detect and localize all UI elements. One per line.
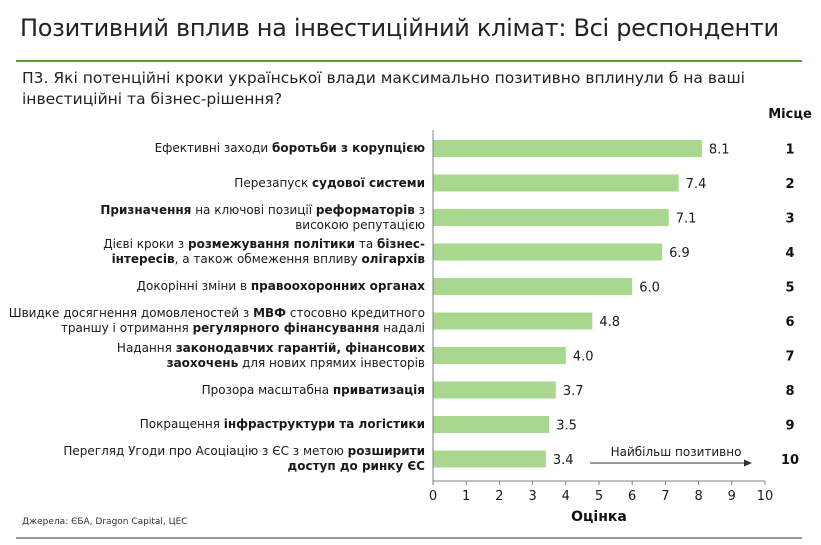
annotation-label: Найбільш позитивно [611,445,742,459]
rank-value: 2 [785,177,794,192]
page-title: Позитивний вплив на інвестиційний клімат… [20,14,779,42]
category-label: Надання законодавчих гарантій, фінансови… [116,340,425,370]
x-tick-label: 7 [661,489,669,504]
x-tick-label: 10 [757,489,774,504]
bar [433,347,566,364]
bottom-divider [16,537,802,539]
x-tick-label: 9 [728,489,736,504]
rank-value: 6 [785,315,794,330]
category-label: Дієві кроки з розмежування політики та б… [103,237,425,266]
bar [433,278,633,295]
category-label: Перезапуск судової системи [234,175,425,190]
rank-value: 7 [785,350,794,365]
bar [433,450,546,468]
bar [433,381,556,399]
value-label: 7.4 [686,177,707,192]
value-label: 7.1 [676,212,697,227]
value-label: 6.9 [669,246,690,261]
category-label: Швидке досягнення домовленостей з МВФ ст… [8,306,425,335]
x-tick-label: 3 [528,489,536,504]
category-label: Докорінні зміни в правоохоронних органах [136,279,425,293]
rank-value: 9 [785,419,794,434]
bar [433,312,593,330]
source-note: Джерела: ЄБА, Dragon Capital, ЦЕС [22,517,188,527]
question-text: П3. Які потенційні кроки української вла… [22,69,745,108]
x-tick-label: 1 [462,489,470,504]
rank-value: 5 [785,281,794,296]
category-label: Призначення на ключові позиції реформато… [100,202,425,232]
annotation-arrow-head [744,459,752,467]
value-label: 3.7 [563,384,584,399]
category-label: Ефективні заходи боротьби з корупцією [154,141,425,155]
x-tick-label: 5 [595,489,603,504]
value-label: 4.0 [573,350,594,365]
bar [433,140,702,157]
bar [433,174,679,192]
x-tick-label: 2 [495,489,503,504]
value-label: 3.4 [553,453,574,468]
x-axis-title: Оцінка [571,509,627,525]
bar [433,243,663,261]
rank-value: 4 [785,246,794,261]
bar [433,209,669,226]
rank-value: 8 [785,384,794,399]
value-label: 3.5 [556,419,577,434]
value-label: 8.1 [709,143,730,158]
value-label: 4.8 [599,315,620,330]
category-label: Перегляд Угоди про Асоціацію з ЄС з мето… [63,444,425,473]
bar [433,416,550,433]
value-label: 6.0 [639,281,660,296]
category-label: Покращення інфраструктури та логістики [139,417,425,431]
rank-value: 10 [781,453,799,468]
x-tick-label: 6 [628,489,636,504]
x-tick-label: 4 [562,489,570,504]
rank-value: 1 [785,143,794,158]
x-tick-label: 0 [429,489,437,504]
x-tick-label: 8 [694,489,702,504]
rank-header: Місце [768,107,812,122]
category-label: Прозора масштабна приватизація [201,382,425,397]
title-divider [16,60,802,62]
rank-value: 3 [785,212,794,227]
